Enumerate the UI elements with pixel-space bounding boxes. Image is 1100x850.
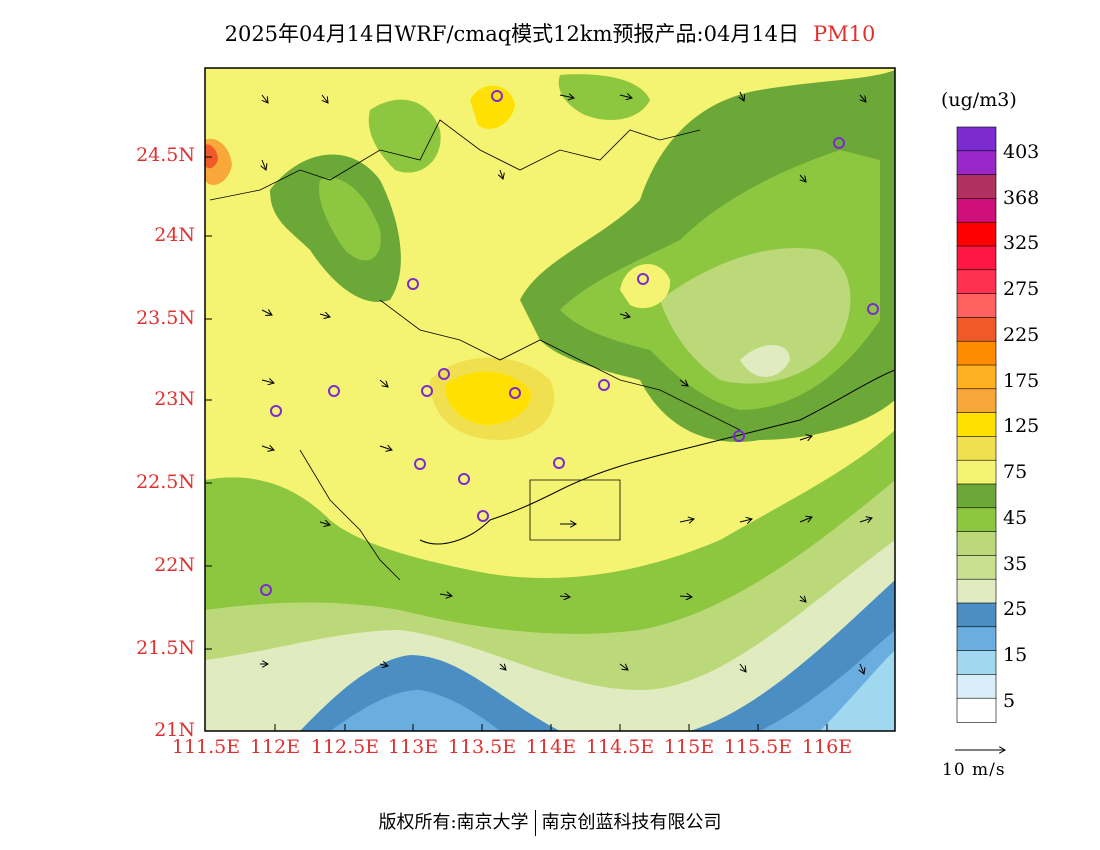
lat-label-24.5: 24.5N	[136, 144, 195, 166]
colorbar-label: 125	[1003, 415, 1040, 437]
lat-label-23.5: 23.5N	[136, 307, 195, 329]
lon-label-112: 112E	[249, 736, 301, 758]
title-text: 2025年04月14日WRF/cmaq模式12km预报产品:04月14日	[224, 22, 800, 46]
variable-name: PM10	[813, 22, 876, 46]
lat-label-22.5: 22.5N	[136, 471, 195, 493]
colorbar-swatch	[956, 174, 997, 200]
colorbar-swatch	[956, 507, 997, 533]
colorbar-swatch	[956, 531, 997, 557]
colorbar-swatch	[956, 245, 997, 271]
lon-label-113: 113E	[387, 736, 439, 758]
colorbar-swatch	[956, 650, 997, 676]
colorbar-label: 175	[1003, 370, 1040, 392]
copyright-right: 南京创蓝科技有限公司	[541, 812, 722, 833]
colorbar-swatch	[956, 602, 997, 628]
wind-reference-label: 10 m/s	[942, 760, 1006, 780]
colorbar-label: 275	[1003, 278, 1040, 300]
lon-label-112.5: 112.5E	[310, 736, 380, 758]
lat-label-21.5: 21.5N	[136, 637, 195, 659]
colorbar-swatch	[956, 364, 997, 390]
colorbar-label: 225	[1003, 324, 1040, 346]
colorbar-swatch	[956, 578, 997, 604]
colorbar-swatch	[956, 436, 997, 461]
map-title: 2025年04月14日WRF/cmaq模式12km预报产品:04月14日 PM10	[0, 18, 1100, 48]
colorbar	[956, 126, 997, 723]
colorbar-label: 325	[1003, 232, 1040, 254]
lat-label-21: 21N	[154, 719, 195, 741]
colorbar-label: 15	[1003, 644, 1028, 666]
lon-label-115.5: 115.5E	[723, 736, 793, 758]
wind-vectors	[260, 91, 872, 674]
colorbar-swatch	[956, 483, 997, 509]
colorbar-swatch	[956, 150, 997, 176]
colorbar-swatch	[956, 555, 997, 581]
colorbar-label: 25	[1003, 598, 1028, 620]
colorbar-label: 5	[1003, 690, 1016, 712]
colorbar-swatch	[956, 221, 997, 247]
lat-label-22: 22N	[154, 554, 195, 576]
colorbar-swatch	[956, 388, 997, 414]
colorbar-swatch	[956, 674, 997, 700]
copyright-separator	[534, 810, 536, 836]
colorbar-label: 45	[1003, 507, 1028, 529]
colorbar-swatch	[956, 198, 997, 223]
colorbar-swatch	[956, 626, 997, 652]
colorbar-swatch	[956, 459, 997, 485]
lon-label-114.5: 114.5E	[585, 736, 655, 758]
copyright-left: 版权所有:南京大学	[378, 812, 529, 833]
colorbar-units: (ug/m3)	[941, 89, 1017, 111]
colorbar-swatch	[956, 293, 997, 319]
lat-label-23: 23N	[154, 388, 195, 410]
colorbar-swatch	[956, 340, 997, 366]
colorbar-swatch	[956, 269, 997, 295]
copyright: 版权所有:南京大学 南京创蓝科技有限公司	[0, 808, 1100, 836]
colorbar-label: 368	[1003, 187, 1040, 209]
lon-label-115: 115E	[663, 736, 715, 758]
lat-label-24: 24N	[154, 224, 195, 246]
lon-label-113.5: 113.5E	[447, 736, 517, 758]
lon-label-114: 114E	[525, 736, 577, 758]
colorbar-label: 35	[1003, 553, 1028, 575]
colorbar-swatch	[956, 412, 997, 438]
lon-label-116: 116E	[801, 736, 853, 758]
colorbar-swatch	[956, 126, 997, 152]
lon-label-111.5: 111.5E	[171, 736, 241, 758]
colorbar-swatch	[956, 697, 997, 723]
colorbar-label: 403	[1003, 141, 1040, 163]
colorbar-swatch	[956, 317, 997, 342]
concentration-field	[205, 68, 895, 731]
colorbar-label: 75	[1003, 461, 1028, 483]
